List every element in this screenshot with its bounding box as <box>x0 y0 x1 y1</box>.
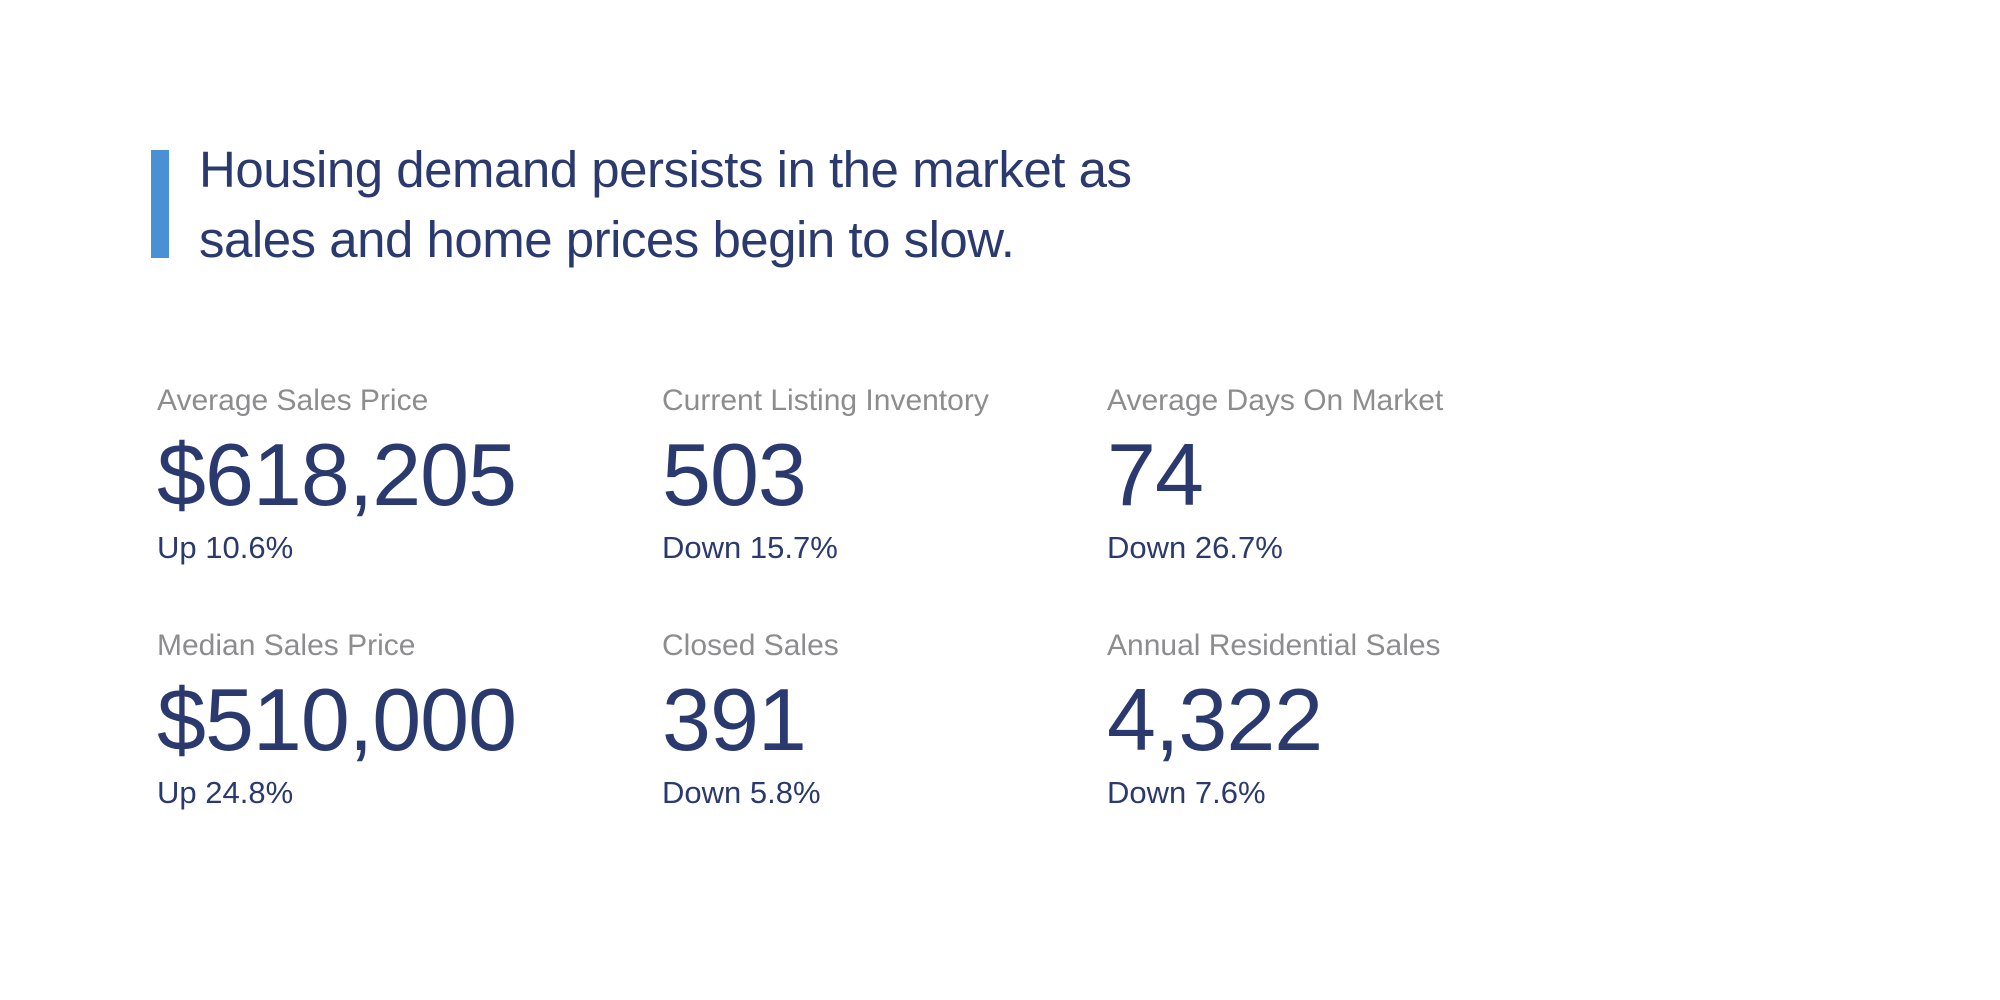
stat-label: Average Sales Price <box>157 384 429 417</box>
stat-label: Closed Sales <box>662 629 839 662</box>
stat-value: 4,322 <box>1107 670 1323 769</box>
stat-current-listing-inventory: Current Listing Inventory 503 Down 15.7% <box>662 383 989 567</box>
stat-annual-residential-sales: Annual Residential Sales 4,322 Down 7.6% <box>1107 628 1441 812</box>
stat-label: Average Days On Market <box>1107 384 1444 417</box>
stat-value: $510,000 <box>157 670 517 769</box>
page-title-line1: Housing demand persists in the market as <box>199 141 1132 198</box>
stat-average-days-on-market: Average Days On Market 74 Down 26.7% <box>1107 383 1443 567</box>
stat-label: Current Listing Inventory <box>662 384 989 417</box>
stat-change: Up 10.6% <box>157 530 294 565</box>
stat-change: Down 5.8% <box>662 775 821 810</box>
stat-closed-sales: Closed Sales 391 Down 5.8% <box>662 628 839 812</box>
stat-value: 74 <box>1107 425 1204 524</box>
stat-change: Down 7.6% <box>1107 775 1266 810</box>
stat-change: Down 15.7% <box>662 530 838 565</box>
stat-average-sales-price: Average Sales Price $618,205 Up 10.6% <box>157 383 517 567</box>
stat-label: Median Sales Price <box>157 629 416 662</box>
stat-value: 503 <box>662 425 807 524</box>
stat-change: Down 26.7% <box>1107 530 1283 565</box>
stat-value: 391 <box>662 670 807 769</box>
headline-accent-bar <box>151 150 169 258</box>
page-title-line2: sales and home prices begin to slow. <box>199 211 1015 268</box>
page-title: Housing demand persists in the market as… <box>199 135 1399 275</box>
stat-label: Annual Residential Sales <box>1107 629 1441 662</box>
stat-change: Up 24.8% <box>157 775 294 810</box>
stat-median-sales-price: Median Sales Price $510,000 Up 24.8% <box>157 628 517 812</box>
stat-value: $618,205 <box>157 425 517 524</box>
